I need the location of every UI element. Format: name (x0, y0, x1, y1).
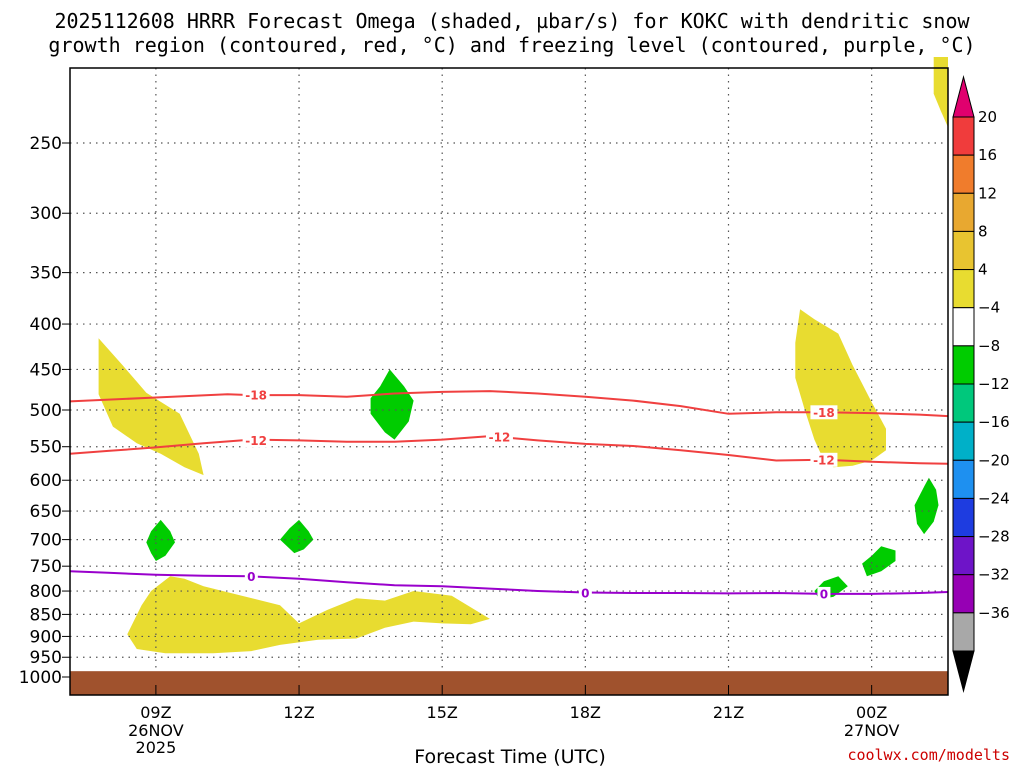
colorbar-swatch (952, 497, 975, 538)
colorbar-label: −4 (978, 299, 1000, 317)
omega-shading-layer (98, 57, 948, 654)
colorbar-label: −24 (978, 489, 1010, 507)
colorbar-label: −12 (978, 375, 1010, 393)
colorbar-label: −32 (978, 566, 1010, 584)
y-tick-label: 600 (30, 471, 62, 491)
y-tick-label: 300 (30, 204, 62, 224)
y-tick-label: 650 (30, 502, 62, 522)
colorbar-label: −8 (978, 337, 1000, 355)
colorbar-label: −16 (978, 413, 1010, 431)
colorbar-swatch (952, 230, 975, 271)
x-tick-label: 00Z (856, 703, 887, 722)
contour-layer: -18 -18 -12 -12 -12 0 0 0 (69, 388, 949, 601)
omega-region (795, 309, 886, 468)
colorbar-label: 12 (978, 184, 997, 202)
contour-label-bg (244, 569, 258, 584)
contour-label-bg (242, 388, 270, 403)
colorbar-label: −28 (978, 528, 1010, 546)
omega-region (127, 576, 490, 654)
contour-label-bg (810, 452, 838, 467)
x-axis-title: Forecast Time (UTC) (414, 746, 605, 768)
colorbar-swatch (952, 269, 975, 309)
colorbar-label: 16 (978, 146, 997, 164)
colorbar-swatch (952, 574, 975, 614)
omega-region (98, 338, 204, 476)
y-tick-label: 800 (30, 582, 62, 602)
y-tick-label: 1000 (19, 668, 62, 688)
contour-label: -12 (489, 430, 511, 444)
x-tick-label: 18Z (570, 703, 601, 722)
credit-text[interactable]: coolwx.com/modelts (847, 746, 1010, 764)
y-tick-label: 450 (30, 360, 62, 380)
omega-region (933, 57, 948, 128)
colorbar-swatch (952, 345, 975, 385)
contour-label: 0 (820, 587, 828, 601)
contour-line (69, 570, 949, 595)
y-tick-label: 400 (30, 315, 62, 335)
chart-title-line2: growth region (contoured, red, °C) and f… (48, 33, 975, 57)
contour-label-bg (485, 429, 513, 444)
y-tick-label: 500 (30, 401, 62, 421)
colorbar-swatch (952, 192, 975, 232)
colorbar-label: 4 (978, 261, 988, 279)
contour-label: 0 (581, 586, 589, 600)
colorbar-swatch (952, 536, 975, 576)
omega-region (280, 519, 314, 554)
omega-region (862, 546, 896, 577)
y-tick-label: 850 (30, 605, 62, 625)
colorbar-swatch (952, 116, 975, 156)
x-tick-label: 12Z (283, 703, 314, 722)
y-tick-label: 900 (30, 627, 62, 647)
chart-title-line1: 2025112608 HRRR Forecast Omega (shaded, … (54, 9, 970, 33)
y-tick-label: 950 (30, 648, 62, 668)
colorbar-swatch (952, 307, 975, 347)
y-tick-label: 750 (30, 557, 62, 577)
colorbar-arrow-top (952, 75, 975, 118)
contour-label: -12 (245, 434, 267, 448)
colorbar-swatch (952, 612, 975, 652)
y-tick-label: 350 (30, 264, 62, 284)
omega-region (914, 477, 939, 535)
contour-label-bg (810, 405, 838, 420)
contour-label-bg (817, 586, 831, 601)
contour-label: 0 (247, 570, 255, 584)
contour-label: -18 (245, 389, 267, 403)
y-tick-label: 550 (30, 438, 62, 458)
x-tick-label: 21Z (713, 703, 744, 722)
omega-region (146, 519, 175, 561)
colorbar-label: 20 (978, 108, 997, 126)
contour-label-bg (242, 433, 270, 448)
colorbar-swatch (952, 154, 975, 194)
colorbar-swatch (952, 383, 975, 423)
y-tick-label: 700 (30, 531, 62, 551)
colorbar-label: −36 (978, 604, 1010, 622)
colorbar-label: 8 (978, 222, 988, 240)
colorbar-swatch (952, 421, 975, 461)
y-tick-label: 250 (30, 134, 62, 154)
x-tick-sublabel: 27NOV (844, 721, 900, 740)
ground-surface (70, 671, 948, 695)
x-tick-sublabel: 26NOV (128, 721, 184, 740)
contour-label: -18 (813, 406, 835, 420)
colorbar: 20 16 12 8 4 −4 −8 −12 −16 −20 −24 −28 −32 −36 (952, 75, 1010, 693)
x-tick-label: 15Z (427, 703, 458, 722)
colorbar-arrow-bottom (952, 650, 975, 693)
contour-label-bg (578, 585, 592, 600)
x-tick-label: 09Z (140, 703, 171, 722)
colorbar-swatch (952, 459, 975, 499)
y-axis-ticks: 2503003504004505005506006507007508008509… (19, 134, 70, 688)
plot-frame (69, 67, 949, 696)
x-tick-sublabel: 2025 (136, 738, 177, 757)
omega-region (370, 369, 414, 440)
contour-label: -12 (813, 453, 835, 467)
colorbar-label: −20 (978, 451, 1010, 469)
